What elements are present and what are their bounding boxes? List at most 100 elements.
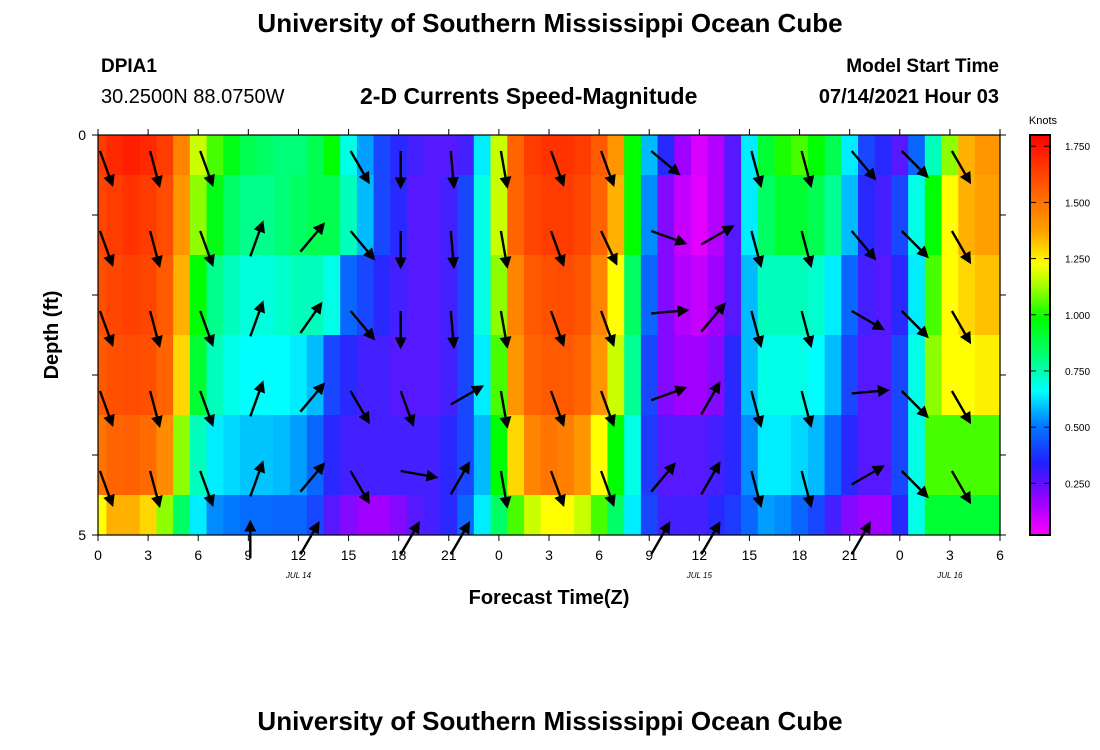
heat-cell	[256, 135, 274, 175]
current-arrow	[750, 310, 765, 349]
x-axis-ticks: 0 3 6 9 12 15 18 21 0 3 6 9 12 15 18 21 0 3 6 JUL 14 JUL 15 J…	[94, 129, 1004, 580]
heat-cell	[523, 495, 542, 535]
heat-cell	[741, 255, 759, 335]
heat-cell	[858, 175, 876, 255]
heat-cell	[874, 495, 893, 535]
heat-cell	[841, 495, 859, 535]
current-arrow	[399, 521, 420, 555]
current-arrow	[98, 310, 115, 348]
current-arrow	[599, 470, 616, 508]
heat-cell	[356, 335, 375, 415]
heat-cell	[557, 175, 575, 255]
current-arrow	[750, 470, 765, 509]
heat-cell	[974, 175, 993, 255]
x-tick-label: 6	[996, 547, 1004, 563]
heat-cell	[290, 135, 308, 175]
heat-cell	[924, 135, 943, 175]
current-arrow	[851, 465, 885, 486]
heat-cell	[674, 255, 692, 335]
heat-cell	[123, 175, 141, 255]
heat-cell	[724, 135, 742, 175]
heat-cell	[273, 255, 291, 335]
x-tick-label: 18	[792, 547, 808, 563]
heat-cell	[674, 495, 692, 535]
heat-cell	[156, 135, 174, 175]
current-arrows	[98, 150, 972, 558]
heat-cell	[607, 175, 625, 255]
heat-cell	[507, 175, 525, 255]
heat-cell	[707, 335, 725, 415]
current-arrow	[850, 521, 871, 555]
current-arrow	[199, 470, 215, 508]
heat-cell	[507, 495, 525, 535]
heat-cell	[306, 255, 325, 335]
heat-cell	[306, 335, 325, 415]
heat-cell	[640, 135, 659, 175]
heat-cell	[707, 255, 725, 335]
heat-cell	[958, 255, 976, 335]
heat-cell	[306, 175, 325, 255]
heat-cell	[156, 255, 174, 335]
heat-cell	[657, 255, 675, 335]
heat-cell	[106, 415, 124, 495]
current-arrow	[900, 150, 929, 179]
y-axis-label: Depth (ft)	[41, 291, 63, 380]
current-arrow	[148, 470, 163, 509]
heat-cell	[123, 495, 141, 535]
station-coordinates: 30.2500N 88.0750W	[101, 86, 285, 108]
heat-cell	[824, 135, 842, 175]
current-arrow	[700, 225, 735, 246]
heat-cell	[757, 335, 776, 415]
current-arrow	[851, 309, 885, 331]
current-arrow	[400, 469, 439, 482]
heat-cell	[824, 175, 842, 255]
heat-cell	[407, 335, 425, 415]
current-arrow	[299, 382, 326, 413]
heat-cell	[323, 255, 341, 335]
heat-cell	[373, 495, 391, 535]
heat-cell	[574, 415, 592, 495]
heat-cell	[624, 415, 642, 495]
heat-cell	[273, 415, 291, 495]
heat-cell	[757, 255, 776, 335]
heat-cell	[239, 415, 258, 495]
heat-cell	[974, 495, 993, 535]
heat-cell	[156, 335, 174, 415]
current-arrow	[98, 150, 115, 188]
heat-cell	[139, 335, 158, 415]
current-arrow	[950, 310, 972, 345]
heat-cell	[173, 135, 191, 175]
heat-cell	[657, 335, 675, 415]
heat-cell	[991, 495, 1001, 535]
heat-cell	[724, 255, 742, 335]
heat-cell	[640, 255, 659, 335]
heat-cell	[841, 175, 859, 255]
current-arrow	[349, 390, 370, 425]
heat-cell	[724, 335, 742, 415]
heat-cell	[340, 135, 358, 175]
heat-cell	[323, 495, 341, 535]
current-arrow	[148, 310, 163, 349]
colorbar-tick-label: 1.250	[1065, 255, 1090, 266]
heat-cell	[223, 175, 241, 255]
current-arrow	[950, 150, 972, 185]
current-arrow	[599, 390, 616, 428]
heat-cell	[791, 415, 809, 495]
colorbar-tick-label: 1.000	[1065, 311, 1090, 322]
heat-cell	[206, 415, 224, 495]
heat-cell	[557, 415, 575, 495]
heat-cell	[974, 255, 993, 335]
x-tick-label: 18	[391, 547, 407, 563]
heat-cell	[958, 415, 976, 495]
heat-cell	[98, 415, 107, 495]
heat-cell	[356, 255, 375, 335]
current-arrow	[599, 310, 616, 348]
heat-cell	[590, 495, 609, 535]
current-arrow	[900, 310, 929, 339]
heat-cell	[657, 175, 675, 255]
heat-cell	[741, 415, 759, 495]
current-arrow	[800, 150, 815, 189]
current-arrow	[650, 385, 688, 402]
current-arrow	[549, 230, 566, 268]
heat-cell	[106, 495, 124, 535]
